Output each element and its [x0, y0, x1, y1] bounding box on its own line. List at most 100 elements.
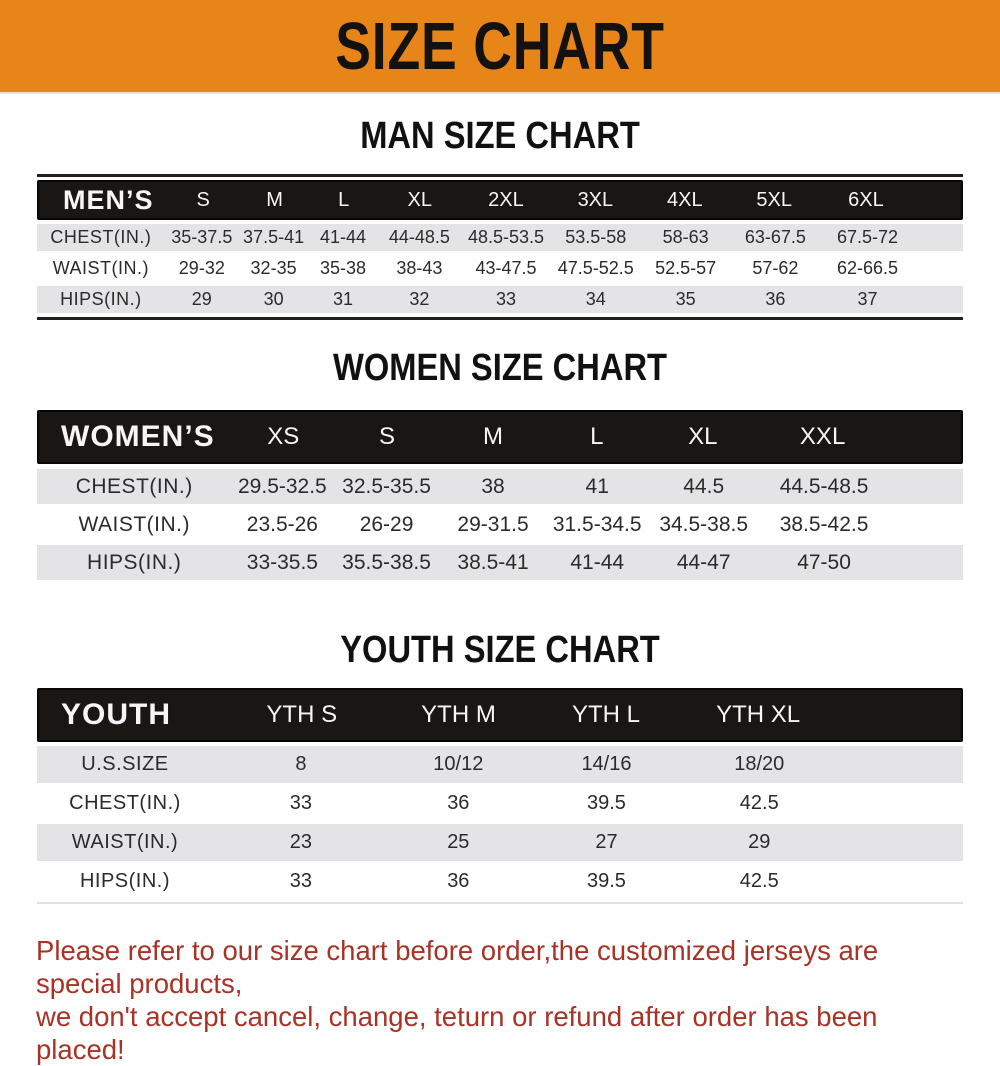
row-label: WAIST(IN.) — [78, 512, 190, 536]
value-cell: 43-47.5 — [475, 258, 537, 278]
women-waist-row: WAIST(IN.) 23.5-26 26-29 29-31.5 31.5-34… — [37, 507, 963, 542]
size-column-header: 5XL — [756, 188, 792, 211]
value-cell: 33-35.5 — [246, 550, 318, 574]
row-label: CHEST(IN.) — [69, 792, 181, 814]
men-size-table: MEN’S S M L XL 2XL 3XL 4XL 5XL 6XL CHEST… — [37, 174, 963, 320]
value-cell: 10/12 — [433, 753, 484, 775]
banner-title: SIZE CHART — [335, 8, 665, 84]
size-column-header: YTH L — [572, 701, 641, 728]
value-cell: 25 — [447, 831, 470, 853]
value-cell: 48.5-53.5 — [467, 227, 544, 247]
value-cell: 31 — [333, 289, 354, 309]
row-label: HIPS(IN.) — [79, 870, 170, 892]
size-column-header: XL — [688, 423, 718, 450]
row-label: CHEST(IN.) — [75, 474, 193, 498]
men-table-top-border — [37, 174, 963, 177]
value-cell: 41-44 — [570, 550, 625, 574]
value-cell: 52.5-57 — [655, 258, 717, 278]
youth-chest-row: CHEST(IN.) 33 36 39.5 42.5 — [37, 785, 963, 822]
value-cell: 23.5-26 — [246, 512, 318, 536]
value-cell: 30 — [263, 289, 284, 309]
value-cell: 38 — [481, 474, 505, 498]
youth-table-header-row: YOUTH YTH S YTH M YTH L YTH XL — [37, 688, 963, 742]
women-section-title: WOMEN SIZE CHART — [332, 347, 668, 389]
value-cell: 33 — [289, 792, 313, 814]
value-cell: 41-44 — [319, 227, 367, 247]
men-chest-row: CHEST(IN.) 35-37.5 37.5-41 41-44 44-48.5… — [37, 224, 963, 251]
value-cell: 35 — [675, 289, 696, 309]
value-cell: 42.5 — [739, 870, 779, 892]
men-table-bottom-border — [37, 317, 963, 320]
row-label: WAIST(IN.) — [52, 258, 150, 278]
value-cell: 34 — [585, 289, 606, 309]
youth-waist-row: WAIST(IN.) 23 25 27 29 — [37, 824, 963, 861]
value-cell: 63-67.5 — [744, 227, 806, 247]
size-column-header: M — [483, 423, 504, 450]
value-cell: 44.5-48.5 — [779, 474, 869, 498]
row-label: HIPS(IN.) — [87, 550, 182, 574]
value-cell: 29-32 — [178, 258, 225, 278]
value-cell: 36 — [447, 792, 470, 814]
size-column-header: 4XL — [666, 188, 703, 211]
size-column-header: YTH M — [421, 701, 496, 728]
value-cell: 35-38 — [319, 258, 367, 278]
women-chest-row: CHEST(IN.) 29.5-32.5 32.5-35.5 38 41 44.… — [37, 469, 963, 504]
value-cell: 42.5 — [739, 792, 779, 814]
size-column-header: 2XL — [488, 188, 524, 211]
value-cell: 31.5-34.5 — [552, 512, 642, 536]
order-notice-line1: Please refer to our size chart before or… — [36, 935, 879, 999]
women-hips-row: HIPS(IN.) 33-35.5 35.5-38.5 38.5-41 41-4… — [37, 545, 963, 580]
value-cell: 29-31.5 — [457, 512, 529, 536]
men-table-corner-label: MEN’S — [63, 184, 154, 215]
size-column-header: M — [266, 188, 283, 211]
size-column-header: 6XL — [848, 188, 884, 211]
size-column-header: XL — [407, 188, 432, 211]
order-notice: Please refer to our size chart before or… — [36, 934, 971, 1066]
value-cell: 44-48.5 — [388, 227, 450, 247]
value-cell: 27 — [595, 831, 618, 853]
size-column-header: YTH S — [266, 701, 338, 728]
value-cell: 23 — [289, 831, 313, 853]
value-cell: 34.5-38.5 — [659, 512, 749, 536]
value-cell: 32.5-35.5 — [342, 474, 431, 498]
value-cell: 8 — [295, 753, 307, 775]
value-cell: 53.5-58 — [565, 227, 627, 247]
banner: SIZE CHART — [0, 0, 1000, 94]
value-cell: 41 — [585, 474, 609, 498]
value-cell: 32 — [409, 289, 430, 309]
value-cell: 44-47 — [676, 550, 731, 574]
row-label: CHEST(IN.) — [50, 227, 152, 247]
value-cell: 36 — [447, 870, 470, 892]
value-cell: 33 — [495, 289, 516, 309]
youth-ussize-row: U.S.SIZE 8 10/12 14/16 18/20 — [37, 746, 963, 783]
women-size-table: WOMEN’S XS S M L XL XXL CHEST(IN.) 29.5-… — [37, 410, 963, 580]
value-cell: 26-29 — [359, 512, 414, 536]
order-notice-line2: we don't accept cancel, change, teturn o… — [36, 1001, 878, 1065]
size-column-header: 3XL — [577, 188, 614, 211]
man-section-title: MAN SIZE CHART — [360, 115, 640, 157]
value-cell: 38.5-42.5 — [779, 512, 869, 536]
value-cell: 67.5-72 — [837, 227, 899, 247]
youth-size-table: YOUTH YTH S YTH M YTH L YTH XL U.S.SIZE … — [37, 688, 963, 904]
value-cell: 32-35 — [250, 258, 297, 278]
size-column-header: XS — [267, 423, 300, 450]
size-column-header: YTH XL — [716, 701, 801, 728]
value-cell: 62-66.5 — [837, 258, 899, 278]
value-cell: 33 — [289, 870, 313, 892]
value-cell: 39.5 — [587, 870, 626, 892]
value-cell: 58-63 — [662, 227, 709, 247]
value-cell: 36 — [765, 289, 786, 309]
youth-table-corner-label: YOUTH — [61, 698, 171, 731]
row-label: HIPS(IN.) — [60, 289, 142, 309]
women-table-header-row: WOMEN’S XS S M L XL XXL — [37, 410, 963, 464]
size-column-header: XXL — [799, 423, 846, 450]
value-cell: 39.5 — [587, 792, 626, 814]
value-cell: 37.5-41 — [243, 227, 305, 247]
value-cell: 14/16 — [581, 753, 632, 775]
youth-section-title: YOUTH SIZE CHART — [340, 629, 660, 671]
youth-hips-row: HIPS(IN.) 33 36 39.5 42.5 — [37, 863, 963, 900]
youth-table-bottom-border — [37, 902, 963, 904]
men-table-header-row: MEN’S S M L XL 2XL 3XL 4XL 5XL 6XL — [37, 180, 963, 220]
size-column-header: S — [379, 423, 396, 450]
